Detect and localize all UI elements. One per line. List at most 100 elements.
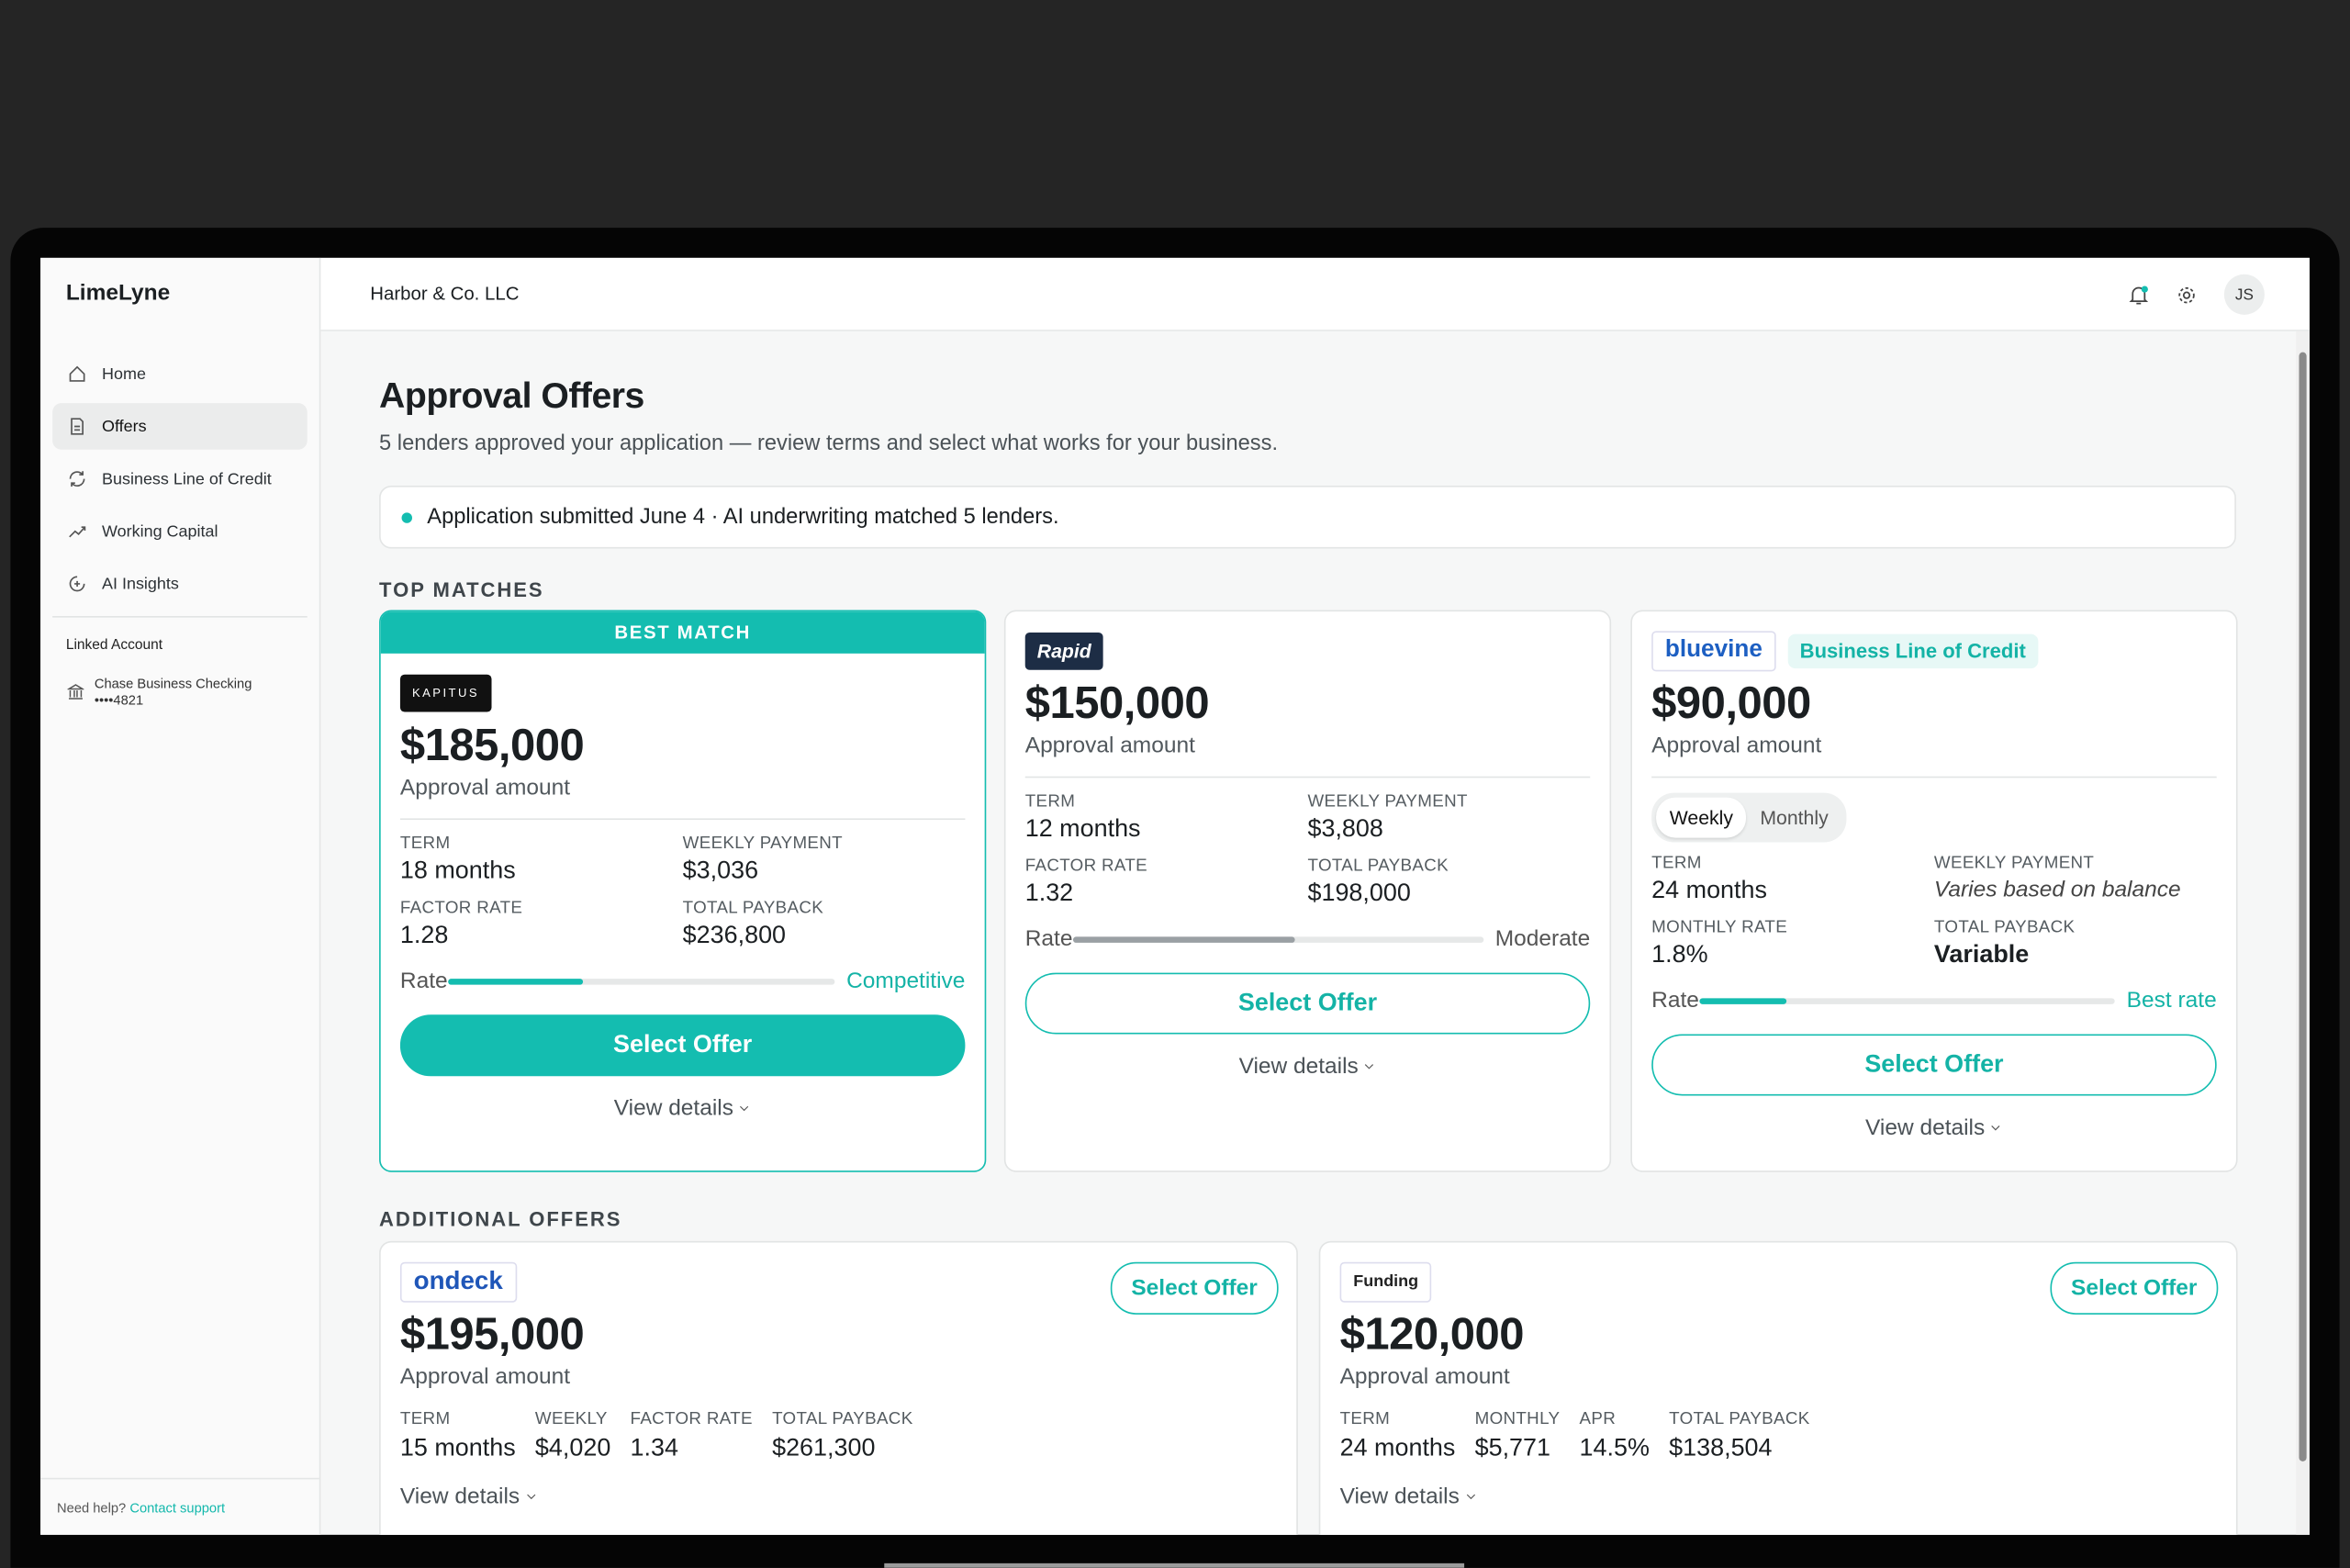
amount-label: Approval amount (399, 775, 571, 801)
terms: TERM 12 months WEEKLY PAYMENT $3,808 FACTOR … (1025, 793, 1591, 909)
term-label: TOTAL PAYBACK (1307, 857, 1449, 876)
terms: TERM 24 months WEEKLY PAYMENT Varies based … (1651, 855, 2217, 970)
offer-card: BEST MATCH KAPITUS $185,000 Approval amount… (379, 610, 987, 1172)
term-value: 18 months (399, 857, 516, 885)
settings-button[interactable] (2177, 284, 2198, 305)
help-bar: Need help? Contact support (40, 1477, 319, 1535)
details-label: View details (1339, 1484, 1460, 1510)
terms: TERM 18 months WEEKLY PAYMENT $3,036 FACTOR … (400, 834, 966, 950)
select-offer-button[interactable]: Select Offer (1651, 1034, 2217, 1096)
term-label: TOTAL PAYBACK (682, 899, 824, 918)
rate-bar (447, 978, 835, 984)
divider (1651, 776, 2217, 778)
view-details[interactable]: View details (1025, 1054, 1591, 1080)
status-dot (401, 511, 412, 522)
select-offer-button[interactable]: Select Offer (1110, 1261, 1279, 1315)
select-offer-button[interactable]: Select Offer (1024, 972, 1591, 1035)
topbar: Harbor & Co. LLC JS (320, 257, 2310, 331)
term-label: TERM (1651, 854, 1702, 873)
app-screen: LimeLyne Home Offers Business Line of Cred… (40, 257, 2310, 1535)
nav-item[interactable]: Business Line of Credit (52, 455, 308, 502)
offer-card: Funding $120,000 Approval amount TERM 24 mon… (1318, 1240, 2238, 1535)
term-value: 24 months (1339, 1434, 1456, 1462)
divider (52, 616, 308, 618)
term: TERM 12 months (1025, 793, 1308, 845)
term: APR 14.5% (1580, 1410, 1650, 1462)
rate-bar (1698, 997, 2115, 1004)
divider (1024, 776, 1591, 778)
amount-label: Approval amount (1339, 1363, 1510, 1390)
scroll-thumb[interactable] (2299, 352, 2307, 1462)
amount-label: Approval amount (1651, 733, 1822, 759)
select-offer-button[interactable]: Select Offer (2050, 1261, 2219, 1315)
avatar[interactable]: JS (2223, 274, 2265, 315)
card-body: bluevine Business Line of Credit $90,000 Ap… (1632, 611, 2236, 1140)
term-value: 12 months (1024, 815, 1141, 843)
nav-item[interactable]: Home (52, 351, 308, 398)
section-heading: ADDITIONAL OFFERS (379, 1207, 622, 1231)
account-name: Chase Business Checking (94, 676, 252, 691)
term-value: 1.32 (1024, 879, 1074, 907)
term: WEEKLY PAYMENT $3,036 (683, 834, 966, 886)
amount-label: Approval amount (1024, 733, 1195, 759)
nav: Home Offers Business Line of Credit Working… (52, 351, 308, 613)
account-number: ••••4821 (94, 692, 144, 708)
term-label: APR (1579, 1410, 1617, 1428)
linked-account[interactable]: Chase Business Checking ••••4821 (67, 676, 252, 709)
term: WEEKLY PAYMENT Varies based on balance (1934, 855, 2217, 906)
icon (71, 418, 84, 435)
terms: TERM 15 months WEEKLY $4,020 FACTOR RATE 1.34… (400, 1410, 1277, 1462)
select-offer-button[interactable]: Select Offer (399, 1014, 966, 1077)
view-details[interactable]: View details (1340, 1484, 2217, 1509)
term-value: $3,808 (1307, 815, 1383, 843)
term: WEEKLY $4,020 (535, 1410, 610, 1462)
card-body: KAPITUS $185,000 Approval amount TERM 18 mon… (381, 654, 985, 1121)
rate-label: Rate (1024, 925, 1073, 952)
nav-label: Business Line of Credit (102, 469, 272, 488)
lender-logo: KAPITUS (399, 673, 492, 711)
term: WEEKLY PAYMENT $3,808 (1307, 793, 1590, 845)
linked-account-heading: Linked Account (65, 636, 163, 654)
icon (526, 1494, 536, 1500)
nav-item[interactable]: Working Capital (52, 508, 308, 554)
toggle-option[interactable]: Weekly (1656, 797, 1747, 838)
device-notch (884, 1562, 1465, 1568)
lender-logo: Rapid (1024, 632, 1103, 669)
logo-row: KAPITUS (399, 673, 966, 711)
term-label: TERM (1339, 1410, 1391, 1428)
term-label: TERM (399, 1410, 451, 1428)
rate-fill (1698, 997, 1786, 1004)
notifications-button[interactable] (2128, 284, 2149, 305)
term-label: WEEKLY PAYMENT (682, 834, 843, 853)
view-details[interactable]: View details (400, 1095, 966, 1121)
term-value: $4,020 (534, 1434, 611, 1462)
term-value: 1.34 (630, 1434, 679, 1462)
scrollbar[interactable] (2296, 330, 2310, 1535)
approval-amount: $150,000 (1024, 678, 1210, 729)
term-value: $198,000 (1307, 879, 1411, 907)
view-details[interactable]: View details (1651, 1115, 2217, 1140)
details-label: View details (613, 1095, 734, 1122)
term-value: $5,771 (1474, 1434, 1551, 1462)
term-label: FACTOR RATE (399, 899, 523, 918)
header-icons: JS (2128, 274, 2265, 315)
logo-row: Funding (1339, 1260, 2217, 1302)
nav-item[interactable]: AI Insights (52, 561, 308, 608)
icon (69, 471, 85, 487)
view-details[interactable]: View details (400, 1484, 1277, 1509)
offer-card: bluevine Business Line of Credit $90,000 Ap… (1630, 610, 2238, 1172)
contact-link[interactable]: Contact support (129, 1500, 226, 1516)
term-label: FACTOR RATE (630, 1410, 753, 1428)
logo-row: Rapid (1024, 631, 1591, 669)
toggle-option[interactable]: Monthly (1760, 806, 1829, 829)
term-value: 1.28 (399, 922, 449, 949)
nav-item[interactable]: Offers (52, 403, 308, 450)
icon (69, 365, 85, 382)
term-label: WEEKLY PAYMENT (1933, 854, 2095, 873)
term-label: TOTAL PAYBACK (772, 1410, 913, 1428)
term: TOTAL PAYBACK $138,504 (1669, 1410, 1809, 1462)
details-label: View details (399, 1484, 520, 1510)
term: TERM 15 months (400, 1410, 516, 1462)
nav-label: AI Insights (102, 575, 179, 593)
